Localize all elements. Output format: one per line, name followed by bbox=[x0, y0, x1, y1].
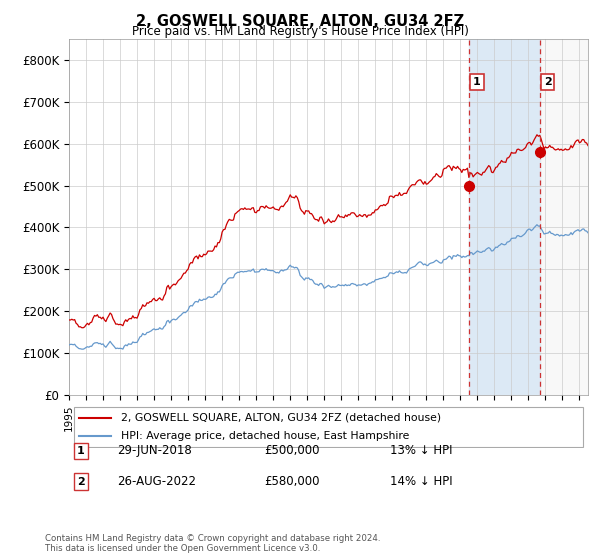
Text: 1: 1 bbox=[77, 446, 85, 456]
Text: Price paid vs. HM Land Registry's House Price Index (HPI): Price paid vs. HM Land Registry's House … bbox=[131, 25, 469, 38]
Text: 2, GOSWELL SQUARE, ALTON, GU34 2FZ: 2, GOSWELL SQUARE, ALTON, GU34 2FZ bbox=[136, 14, 464, 29]
Text: £500,000: £500,000 bbox=[264, 444, 320, 458]
Text: 2: 2 bbox=[77, 477, 85, 487]
Text: HPI: Average price, detached house, East Hampshire: HPI: Average price, detached house, East… bbox=[121, 431, 409, 441]
Text: 13% ↓ HPI: 13% ↓ HPI bbox=[390, 444, 452, 458]
Text: 29-JUN-2018: 29-JUN-2018 bbox=[117, 444, 192, 458]
FancyBboxPatch shape bbox=[74, 407, 583, 447]
Text: 14% ↓ HPI: 14% ↓ HPI bbox=[390, 475, 452, 488]
Text: 1: 1 bbox=[473, 77, 481, 87]
Text: £580,000: £580,000 bbox=[264, 475, 320, 488]
Text: Contains HM Land Registry data © Crown copyright and database right 2024.
This d: Contains HM Land Registry data © Crown c… bbox=[45, 534, 380, 553]
Text: 26-AUG-2022: 26-AUG-2022 bbox=[117, 475, 196, 488]
Text: 2, GOSWELL SQUARE, ALTON, GU34 2FZ (detached house): 2, GOSWELL SQUARE, ALTON, GU34 2FZ (deta… bbox=[121, 413, 441, 423]
Bar bbox=[539, 39, 588, 395]
Bar bbox=[469, 39, 539, 395]
Text: 2: 2 bbox=[544, 77, 551, 87]
